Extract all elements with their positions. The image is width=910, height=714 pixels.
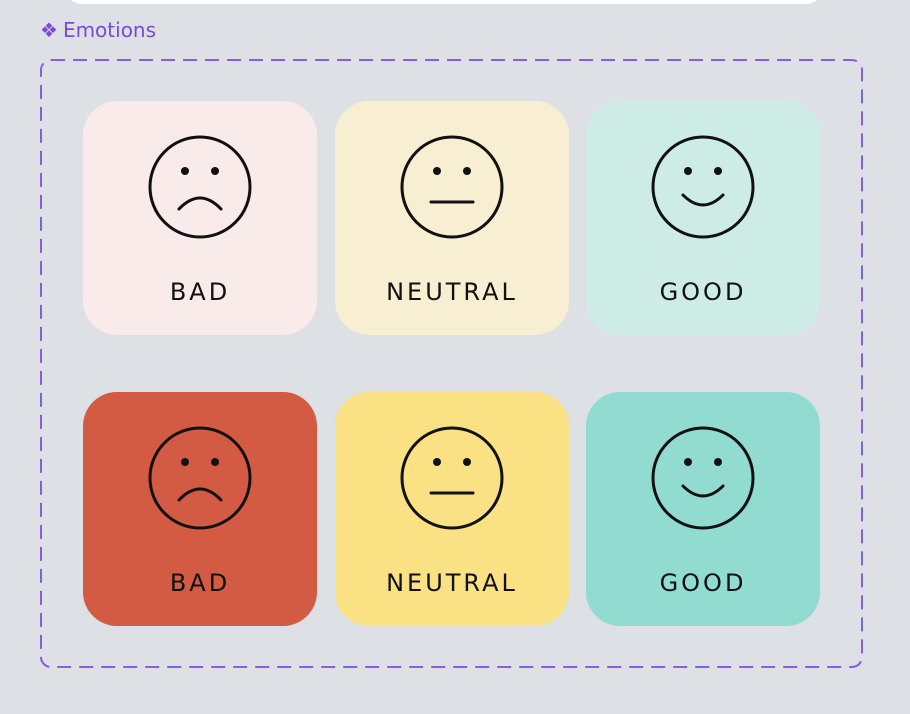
emotion-card-good-strong[interactable]: GOOD	[586, 392, 820, 626]
emotion-card-neutral-strong[interactable]: NEUTRAL	[335, 392, 569, 626]
emotion-card-bad-strong[interactable]: BAD	[83, 392, 317, 626]
component-frame[interactable]: BAD NEUTRAL GOOD BAD NEUTRAL GOOD	[40, 59, 863, 668]
emotion-label: NEUTRAL	[386, 278, 518, 306]
frame-border	[40, 59, 863, 668]
sad-face-icon	[148, 135, 252, 239]
component-name: Emotions	[62, 18, 157, 42]
emotion-label: NEUTRAL	[386, 569, 518, 597]
top-panel	[67, 0, 821, 4]
emotion-card-neutral-light[interactable]: NEUTRAL	[335, 101, 569, 335]
mouth	[681, 484, 725, 498]
component-icon: ❖	[40, 18, 58, 42]
happy-face-icon	[651, 426, 755, 530]
emotion-label: BAD	[169, 278, 231, 306]
mouth	[681, 193, 725, 207]
emotion-card-bad-light[interactable]: BAD	[83, 101, 317, 335]
emotion-card-good-light[interactable]: GOOD	[586, 101, 820, 335]
mouth	[177, 487, 223, 502]
happy-face-icon	[651, 135, 755, 239]
component-label[interactable]: ❖ Emotions	[40, 18, 156, 42]
emotion-label: GOOD	[659, 278, 747, 306]
emotion-label: GOOD	[659, 569, 747, 597]
neutral-face-icon	[400, 426, 504, 530]
mouth	[177, 196, 223, 211]
neutral-face-icon	[400, 135, 504, 239]
emotion-label: BAD	[169, 569, 231, 597]
sad-face-icon	[148, 426, 252, 530]
